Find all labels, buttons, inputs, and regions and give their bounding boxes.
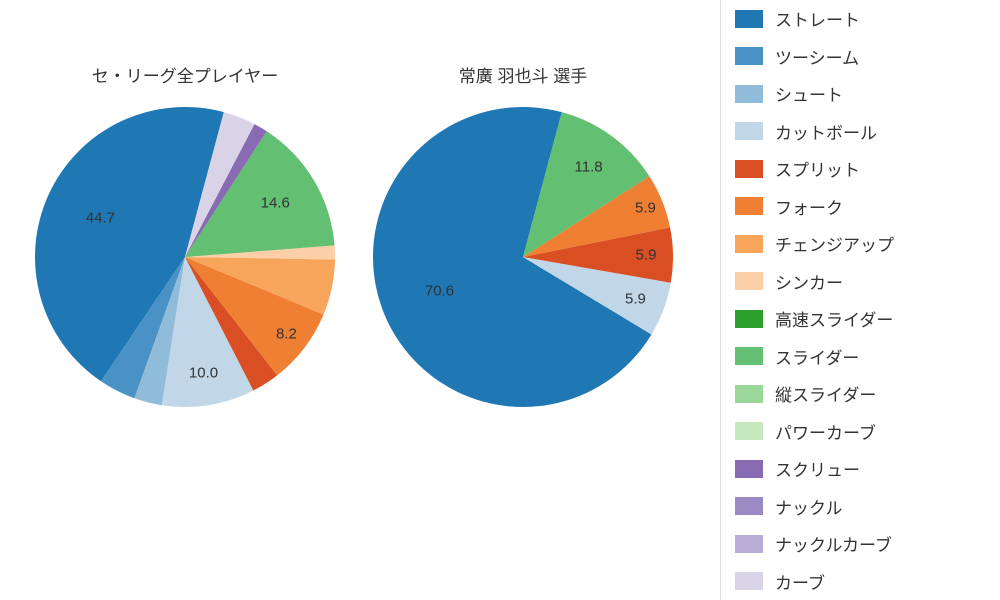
legend-item: パワーカーブ <box>735 419 990 444</box>
legend-item: スライダー <box>735 344 990 369</box>
legend-item: 縦スライダー <box>735 381 990 406</box>
legend-swatch <box>735 535 763 553</box>
legend-swatch <box>735 235 763 253</box>
legend-swatch <box>735 497 763 515</box>
legend: ストレートツーシームシュートカットボールスプリットフォークチェンジアップシンカー… <box>720 0 1000 600</box>
legend-label: ナックル <box>775 494 843 519</box>
slice-label: 8.2 <box>276 326 297 343</box>
legend-label: 高速スライダー <box>775 306 893 331</box>
chart-player: 常廣 羽也斗 選手 70.6 5.9 5.9 5.9 11.8 <box>358 62 688 407</box>
figure-container: セ・リーグ全プレイヤー 44.7 10.0 8.2 14.6 常廣 羽也斗 選手 70.6 5… <box>0 0 1000 600</box>
legend-swatch <box>735 197 763 215</box>
legend-label: シュート <box>775 81 843 106</box>
legend-item: ツーシーム <box>735 44 990 69</box>
slice-label: 5.9 <box>625 290 646 307</box>
legend-swatch <box>735 47 763 65</box>
slice-label: 10.0 <box>189 364 218 381</box>
legend-item: カーブ <box>735 569 990 594</box>
legend-label: カーブ <box>775 569 825 594</box>
legend-item: 高速スライダー <box>735 306 990 331</box>
legend-swatch <box>735 272 763 290</box>
legend-item: ナックルカーブ <box>735 531 990 556</box>
legend-swatch <box>735 160 763 178</box>
chart-area: セ・リーグ全プレイヤー 44.7 10.0 8.2 14.6 常廣 羽也斗 選手 70.6 5… <box>0 0 700 600</box>
legend-item: シュート <box>735 81 990 106</box>
chart-title: 常廣 羽也斗 選手 <box>358 62 688 87</box>
legend-label: シンカー <box>775 269 843 294</box>
legend-swatch <box>735 460 763 478</box>
legend-label: ストレート <box>775 6 860 31</box>
legend-label: フォーク <box>775 194 843 219</box>
legend-label: パワーカーブ <box>775 419 876 444</box>
legend-label: 縦スライダー <box>775 381 876 406</box>
legend-label: スプリット <box>775 156 860 181</box>
chart-league: セ・リーグ全プレイヤー 44.7 10.0 8.2 14.6 <box>20 62 350 407</box>
legend-swatch <box>735 85 763 103</box>
legend-label: ツーシーム <box>775 44 859 69</box>
legend-item: カットボール <box>735 119 990 144</box>
legend-item: シンカー <box>735 269 990 294</box>
slice-label: 5.9 <box>636 247 657 264</box>
legend-label: スライダー <box>775 344 859 369</box>
legend-swatch <box>735 422 763 440</box>
legend-item: ナックル <box>735 494 990 519</box>
legend-item: フォーク <box>735 194 990 219</box>
legend-item: スプリット <box>735 156 990 181</box>
slice-label: 70.6 <box>425 282 454 299</box>
legend-item: ストレート <box>735 6 990 31</box>
pie-wrap: 70.6 5.9 5.9 5.9 11.8 <box>373 107 673 407</box>
legend-label: チェンジアップ <box>775 231 894 256</box>
legend-label: カットボール <box>775 119 877 144</box>
legend-swatch <box>735 310 763 328</box>
legend-swatch <box>735 10 763 28</box>
legend-item: スクリュー <box>735 456 990 481</box>
slice-label: 5.9 <box>635 199 656 216</box>
legend-swatch <box>735 122 763 140</box>
legend-label: スクリュー <box>775 456 860 481</box>
slice-label: 44.7 <box>86 210 115 227</box>
slice-label: 14.6 <box>261 195 290 212</box>
pie-svg <box>373 107 673 407</box>
legend-swatch <box>735 347 763 365</box>
legend-item: チェンジアップ <box>735 231 990 256</box>
legend-label: ナックルカーブ <box>775 531 892 556</box>
legend-swatch <box>735 385 763 403</box>
legend-swatch <box>735 572 763 590</box>
chart-title: セ・リーグ全プレイヤー <box>20 62 350 87</box>
pie-svg <box>35 107 335 407</box>
pie-wrap: 44.7 10.0 8.2 14.6 <box>35 107 335 407</box>
slice-label: 11.8 <box>575 159 603 176</box>
